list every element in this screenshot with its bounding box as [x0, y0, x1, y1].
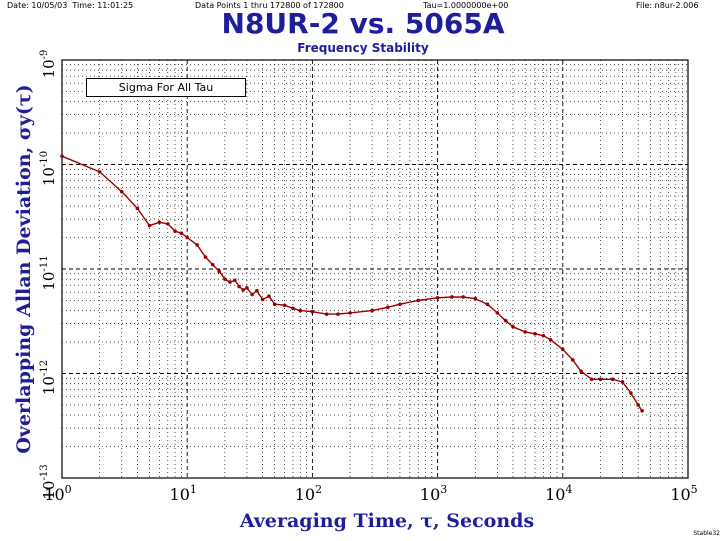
data-point: [166, 222, 170, 226]
header-data-points: Data Points 1 thru 172800 of 172800: [195, 1, 344, 10]
data-point: [416, 298, 421, 303]
data-point: [223, 277, 227, 281]
chart-title: N8UR-2 vs. 5065A: [221, 7, 505, 40]
data-point: [228, 280, 232, 284]
y-tick-label: 10-9: [39, 50, 58, 79]
data-point: [385, 305, 390, 310]
data-point: [598, 377, 603, 382]
footer-label: Stable32: [693, 530, 720, 537]
data-point: [119, 189, 124, 194]
data-point: [589, 377, 594, 382]
data-point: [272, 302, 277, 307]
data-point: [147, 223, 152, 228]
data-point: [495, 311, 500, 315]
x-tick-label: 105: [670, 483, 697, 504]
header-file: File: n8ur-2.006: [636, 1, 699, 10]
data-point: [233, 278, 237, 283]
x-tick-label: 104: [545, 483, 572, 504]
data-point: [217, 269, 221, 274]
data-point: [636, 403, 640, 407]
data-point: [157, 220, 162, 225]
data-point: [241, 288, 245, 292]
y-tick-label: 10-13: [39, 464, 58, 499]
data-point: [450, 295, 454, 299]
x-tick-label: 103: [420, 483, 447, 504]
data-point: [267, 294, 271, 298]
x-axis-title: Averaging Time, τ, Seconds: [239, 510, 534, 532]
data-point: [640, 408, 644, 413]
data-point: [135, 206, 140, 211]
data-point: [348, 311, 352, 315]
data-point: [533, 331, 537, 336]
data-point: [336, 312, 340, 316]
data-point: [461, 295, 465, 299]
header-date: Date: 10/05/03: [7, 1, 68, 10]
data-point: [185, 235, 189, 240]
data-point: [250, 292, 254, 297]
data-point: [291, 306, 295, 311]
data-point: [503, 318, 508, 323]
data-point: [210, 262, 215, 267]
header-tau: Tau=1.0000000e+00: [423, 1, 509, 10]
data-point: [203, 255, 208, 259]
data-point: [398, 302, 402, 307]
data-point: [473, 296, 478, 301]
plot-frame: [61, 59, 689, 479]
data-point: [195, 243, 199, 247]
x-tick-label: 102: [295, 483, 322, 504]
data-point: [173, 229, 177, 233]
y-axis-title: Overlapping Allan Deviation, σy(τ): [13, 84, 35, 453]
data-point: [620, 380, 625, 384]
series-line: [61, 155, 643, 412]
data-point: [60, 154, 64, 159]
data-point: [548, 338, 553, 342]
data-point: [260, 297, 265, 302]
data-point: [324, 312, 329, 316]
data-point: [298, 308, 303, 313]
data-point: [629, 391, 633, 395]
x-tick-label: 101: [170, 483, 197, 504]
data-point: [282, 303, 287, 308]
data-point: [179, 231, 184, 236]
chart-subtitle: Frequency Stability: [297, 41, 429, 55]
data-point: [310, 309, 315, 314]
y-tick-label: 10-11: [39, 255, 58, 290]
data-point: [579, 369, 583, 374]
data-point: [237, 284, 241, 289]
data-point: [541, 333, 546, 338]
x-tick-label: 100: [44, 483, 71, 504]
data-point: [523, 330, 527, 334]
data-point: [245, 286, 249, 290]
header-date-time: Date: 10/05/03 Time: 11:01:25: [7, 1, 133, 10]
data-point: [97, 170, 102, 174]
header-time: Time: 11:01:25: [72, 1, 134, 10]
legend-box: Sigma For All Tau: [86, 78, 246, 97]
data-point: [485, 302, 490, 307]
data-point: [255, 288, 259, 293]
data-point: [610, 377, 615, 382]
data-point: [370, 308, 374, 313]
y-tick-label: 10-12: [39, 360, 58, 395]
data-point: [561, 347, 565, 352]
data-point: [570, 358, 575, 362]
y-tick-label: 10-10: [39, 151, 58, 186]
data-point: [435, 296, 440, 300]
data-point: [511, 324, 515, 329]
